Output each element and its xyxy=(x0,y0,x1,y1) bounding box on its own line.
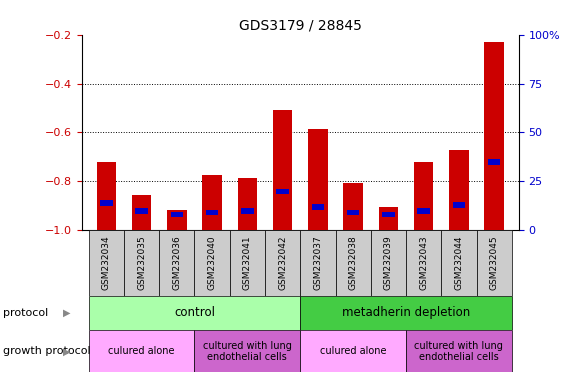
Text: ▶: ▶ xyxy=(64,308,71,318)
Text: cultured with lung
endothelial cells: cultured with lung endothelial cells xyxy=(203,341,292,362)
Bar xyxy=(238,178,257,230)
Bar xyxy=(300,330,406,372)
Bar xyxy=(132,195,151,230)
Bar xyxy=(89,230,124,296)
Bar xyxy=(202,175,222,230)
Title: GDS3179 / 28845: GDS3179 / 28845 xyxy=(239,18,361,32)
Bar xyxy=(441,230,476,296)
Text: control: control xyxy=(174,306,215,319)
Bar xyxy=(414,162,433,230)
Bar xyxy=(417,208,430,214)
Text: GSM232044: GSM232044 xyxy=(454,236,463,290)
Bar xyxy=(89,296,300,330)
Text: metadherin depletion: metadherin depletion xyxy=(342,306,470,319)
Bar xyxy=(488,159,500,165)
Text: GSM232037: GSM232037 xyxy=(314,236,322,290)
Text: culured alone: culured alone xyxy=(108,346,175,356)
Bar xyxy=(347,210,360,215)
Bar xyxy=(335,230,371,296)
Bar xyxy=(206,210,219,215)
Bar xyxy=(343,183,363,230)
Bar xyxy=(159,230,195,296)
Text: GSM232034: GSM232034 xyxy=(102,236,111,290)
Bar xyxy=(265,230,300,296)
Text: cultured with lung
endothelial cells: cultured with lung endothelial cells xyxy=(415,341,503,362)
Bar xyxy=(230,230,265,296)
Bar xyxy=(276,189,289,194)
Bar xyxy=(379,207,398,230)
Bar xyxy=(308,129,328,230)
Bar xyxy=(449,150,469,230)
Bar xyxy=(311,204,324,210)
Text: growth protocol: growth protocol xyxy=(3,346,90,356)
Bar xyxy=(406,230,441,296)
Bar xyxy=(452,202,465,208)
Text: culured alone: culured alone xyxy=(320,346,387,356)
Text: GSM232039: GSM232039 xyxy=(384,236,393,290)
Text: protocol: protocol xyxy=(3,308,48,318)
Text: GSM232036: GSM232036 xyxy=(173,236,181,290)
Bar xyxy=(476,230,512,296)
Bar xyxy=(100,200,113,206)
Bar xyxy=(371,230,406,296)
Text: GSM232043: GSM232043 xyxy=(419,236,428,290)
Text: GSM232045: GSM232045 xyxy=(490,236,498,290)
Bar xyxy=(167,210,187,230)
Text: ▶: ▶ xyxy=(64,346,71,356)
Bar xyxy=(484,42,504,230)
Text: GSM232041: GSM232041 xyxy=(243,236,252,290)
Bar xyxy=(195,330,300,372)
Text: GSM232042: GSM232042 xyxy=(278,236,287,290)
Bar xyxy=(195,230,230,296)
Bar xyxy=(300,296,512,330)
Bar xyxy=(273,111,292,230)
Bar xyxy=(406,330,512,372)
Bar xyxy=(135,208,148,214)
Bar xyxy=(124,230,159,296)
Bar xyxy=(170,212,183,217)
Text: GSM232040: GSM232040 xyxy=(208,236,217,290)
Bar xyxy=(300,230,335,296)
Bar xyxy=(382,212,395,217)
Text: GSM232038: GSM232038 xyxy=(349,236,357,290)
Text: GSM232035: GSM232035 xyxy=(137,236,146,290)
Bar xyxy=(89,330,195,372)
Bar xyxy=(241,208,254,214)
Bar xyxy=(97,162,116,230)
